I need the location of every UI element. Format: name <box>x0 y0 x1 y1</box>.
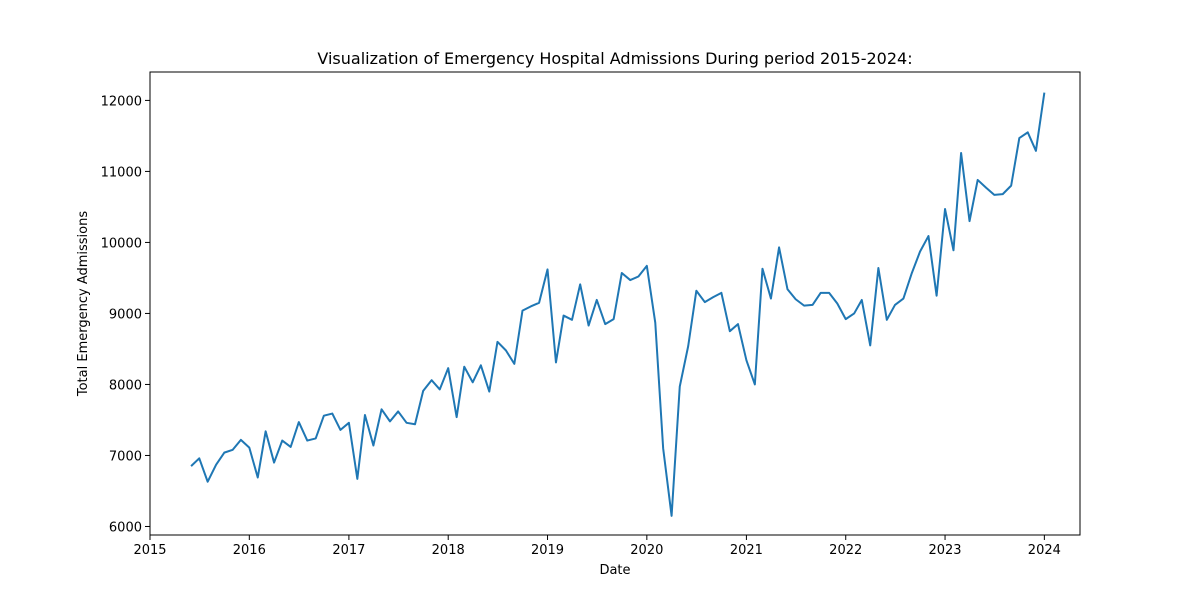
x-tick-label: 2023 <box>928 543 961 558</box>
x-tick-label: 2019 <box>531 543 564 558</box>
x-tick-label: 2018 <box>432 543 465 558</box>
plot-area <box>149 71 1081 536</box>
y-tick-label: 8000 <box>109 378 142 393</box>
x-axis-label: Date <box>599 563 630 578</box>
chart-title: Visualization of Emergency Hospital Admi… <box>317 49 912 68</box>
y-tick-label: 12000 <box>101 94 142 109</box>
axes-frame <box>149 71 1081 536</box>
x-tick-label: 2022 <box>829 543 862 558</box>
y-tick-label: 10000 <box>101 236 142 251</box>
x-axis: 2015 2016 2017 2018 2019 2020 2021 2022 2023 2024 <box>133 535 1061 558</box>
x-tick-label: 2021 <box>730 543 763 558</box>
y-tick-label: 11000 <box>101 165 142 180</box>
y-axis: 6000 7000 8000 9000 10000 11000 12000 <box>101 94 150 535</box>
x-tick-label: 2020 <box>630 543 663 558</box>
x-tick-label: 2015 <box>133 543 166 558</box>
x-tick-label: 2016 <box>233 543 266 558</box>
series-line <box>190 92 1046 517</box>
y-tick-label: 6000 <box>109 520 142 535</box>
y-tick-label: 9000 <box>109 307 142 322</box>
y-tick-label: 7000 <box>109 449 142 464</box>
y-axis-label: Total Emergency Admissions <box>76 211 91 397</box>
x-tick-label: 2017 <box>332 543 365 558</box>
x-tick-label: 2024 <box>1028 543 1061 558</box>
